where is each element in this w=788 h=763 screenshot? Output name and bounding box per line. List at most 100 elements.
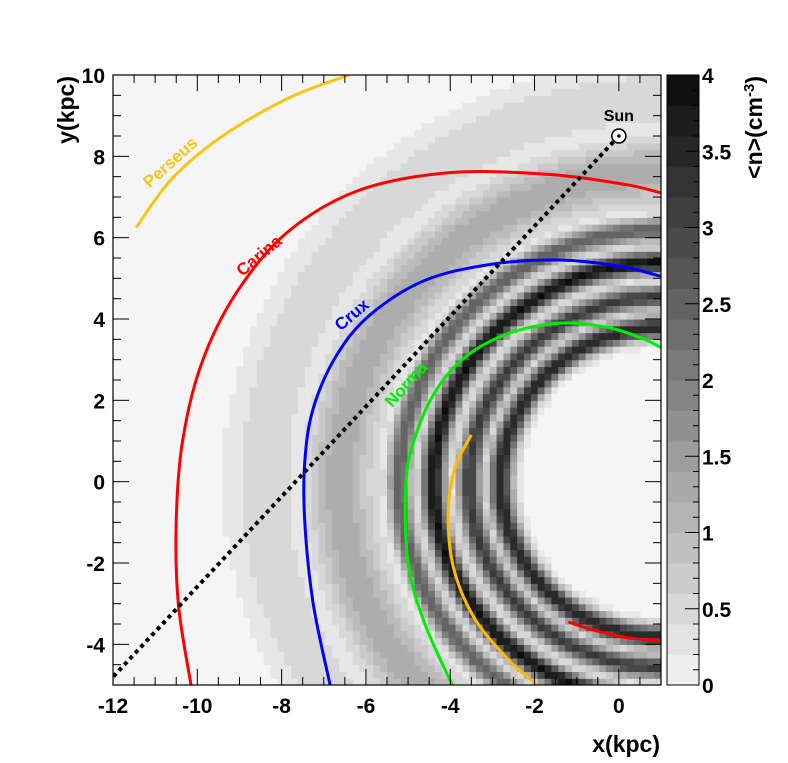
heatmap-cell <box>113 142 121 151</box>
heatmap-cell <box>250 224 258 232</box>
heatmap-cell <box>428 630 436 639</box>
heatmap-cell <box>489 590 498 598</box>
heatmap-cell <box>167 420 176 429</box>
heatmap-cell <box>414 312 422 320</box>
heatmap-cell <box>359 176 368 185</box>
heatmap-cell <box>250 583 258 591</box>
heatmap-cell <box>380 630 388 639</box>
heatmap-cell <box>482 420 491 429</box>
heatmap-cell <box>455 339 463 347</box>
heatmap-cell <box>250 203 258 212</box>
heatmap-cell <box>277 488 285 496</box>
heatmap-cell <box>222 542 231 551</box>
heatmap-cell <box>222 291 231 300</box>
heatmap-cell <box>208 129 217 137</box>
heatmap-cell <box>119 393 128 401</box>
heatmap-cell <box>188 115 196 124</box>
heatmap-cell <box>202 461 210 469</box>
heatmap-cell <box>250 495 258 503</box>
heatmap-cell <box>489 603 498 612</box>
heatmap-cell <box>188 610 196 618</box>
heatmap-cell <box>284 183 292 191</box>
heatmap-cell <box>469 461 477 469</box>
heatmap-cell <box>236 474 244 483</box>
heatmap-cell <box>202 386 210 395</box>
heatmap-cell <box>345 624 354 632</box>
heatmap-cell <box>345 163 354 171</box>
heatmap-cell <box>181 190 189 198</box>
heatmap-cell <box>352 651 361 659</box>
heatmap-cell <box>167 610 176 618</box>
heatmap-cell <box>373 542 381 551</box>
heatmap-cell <box>421 590 429 598</box>
heatmap-cell <box>270 366 278 374</box>
heatmap-cell <box>373 291 381 300</box>
heatmap-cell <box>277 122 285 130</box>
heatmap-cell <box>291 671 299 679</box>
heatmap-cell <box>229 569 237 578</box>
heatmap-cell <box>297 549 306 557</box>
heatmap-cell <box>462 535 470 544</box>
heatmap-cell <box>428 563 436 571</box>
heatmap-cell <box>113 380 121 388</box>
heatmap-cell <box>250 352 258 361</box>
heatmap-cell <box>387 508 395 517</box>
heatmap-cell <box>243 529 251 537</box>
heatmap-cell <box>263 617 272 625</box>
heatmap-cell <box>284 637 292 645</box>
heatmap-cell <box>291 420 299 429</box>
heatmap-cell <box>297 332 306 340</box>
heatmap-cell <box>147 617 155 625</box>
heatmap-cell <box>359 285 368 293</box>
heatmap-cell <box>202 610 210 618</box>
heatmap-cell <box>304 468 313 476</box>
heatmap-cell <box>133 264 141 273</box>
heatmap-cell <box>373 298 381 307</box>
heatmap-cell <box>154 169 162 178</box>
heatmap-cell <box>304 75 313 83</box>
heatmap-cell <box>181 569 189 578</box>
heatmap-cell <box>277 590 285 598</box>
heatmap-cell <box>400 197 409 205</box>
heatmap-cell <box>448 508 457 517</box>
heatmap-cell <box>133 169 141 178</box>
heatmap-cell <box>291 251 299 259</box>
heatmap-cell <box>400 617 409 625</box>
heatmap-cell <box>250 468 258 476</box>
heatmap-cell <box>297 400 306 408</box>
heatmap-cell <box>133 102 141 110</box>
heatmap-cell <box>318 237 326 246</box>
heatmap-cell <box>181 678 189 685</box>
heatmap-cell <box>215 197 224 205</box>
heatmap-cell <box>469 434 477 442</box>
heatmap-cell <box>140 447 148 456</box>
heatmap-cell <box>174 129 183 137</box>
heatmap-cell <box>256 359 265 368</box>
heatmap-cell <box>181 95 189 103</box>
heatmap-cell <box>400 169 409 178</box>
heatmap-cell <box>441 596 450 605</box>
heatmap-cell <box>325 386 333 395</box>
heatmap-cell <box>256 366 265 374</box>
heatmap-cell <box>160 400 169 408</box>
heatmap-cell <box>297 678 306 685</box>
heatmap-cell <box>380 95 388 103</box>
heatmap-cell <box>387 102 395 110</box>
heatmap-cell <box>311 420 320 429</box>
heatmap-cell <box>311 312 320 320</box>
heatmap-cell <box>195 678 203 685</box>
heatmap-cell <box>222 515 231 523</box>
heatmap-cell <box>352 454 361 462</box>
heatmap-cell <box>318 468 326 476</box>
heatmap-cell <box>297 285 306 293</box>
heatmap-cell <box>366 190 374 198</box>
heatmap-cell <box>407 434 415 442</box>
heatmap-cell <box>208 393 217 401</box>
heatmap-cell <box>297 278 306 286</box>
heatmap-cell <box>482 549 491 557</box>
heatmap-cell <box>236 583 244 591</box>
heatmap-cell <box>455 637 463 645</box>
heatmap-cell <box>277 319 285 327</box>
heatmap-cell <box>489 569 498 578</box>
heatmap-cell <box>113 549 121 557</box>
